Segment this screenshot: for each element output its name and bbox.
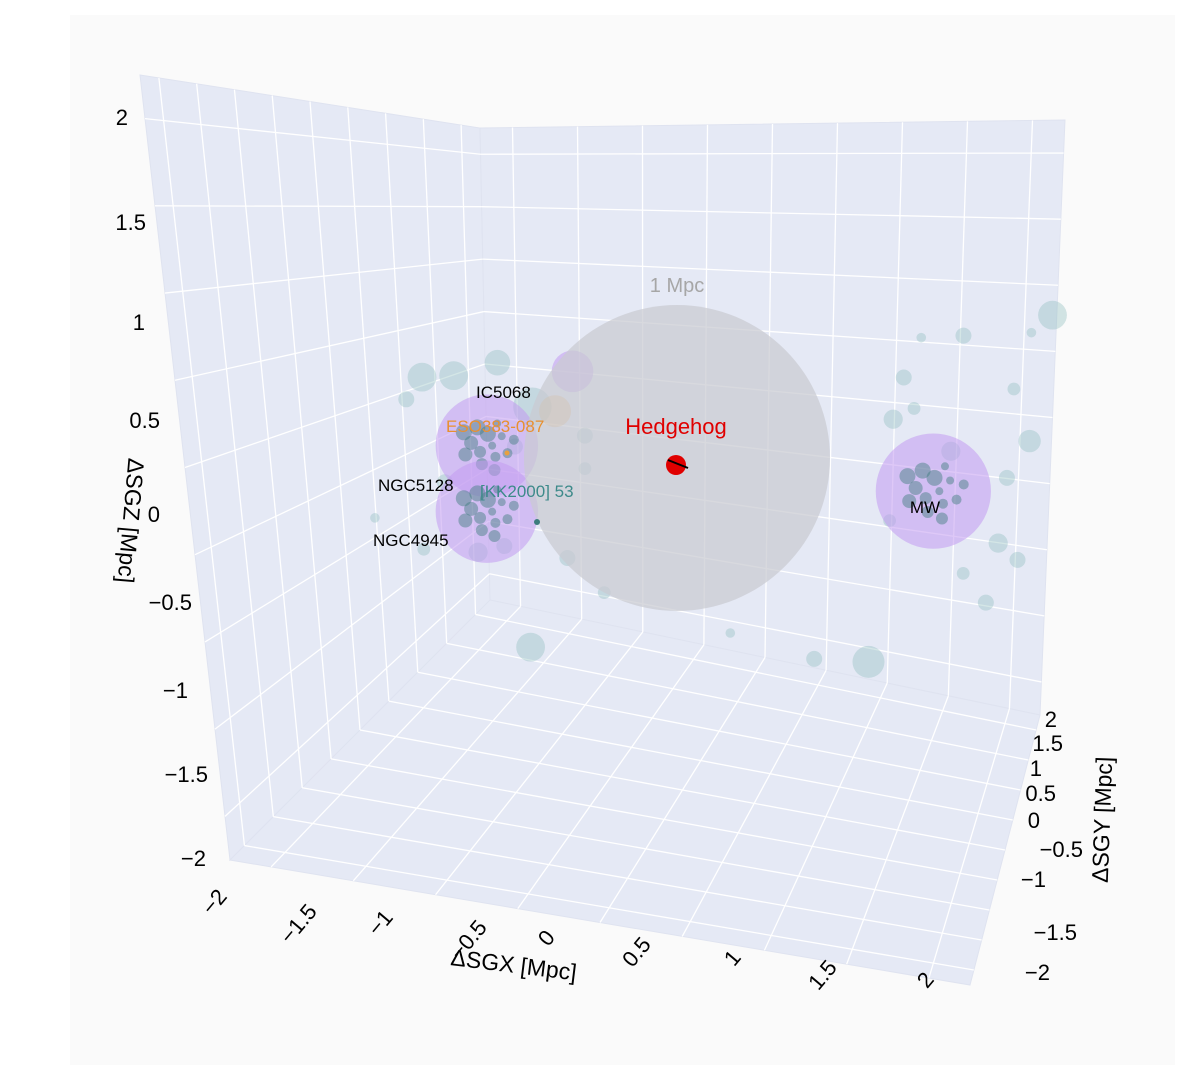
neighbour-galaxy bbox=[955, 328, 971, 344]
member-galaxy bbox=[456, 490, 472, 506]
z-tick-label: 1.5 bbox=[115, 210, 146, 235]
neighbour-galaxy bbox=[908, 402, 921, 415]
neighbour-galaxy bbox=[726, 628, 736, 638]
z-tick-label: −2 bbox=[181, 846, 206, 871]
neighbour-galaxy bbox=[485, 350, 511, 376]
z-tick-label: 0.5 bbox=[129, 408, 160, 433]
member-galaxy bbox=[488, 508, 496, 516]
eso383-label: ESO383-087 bbox=[446, 417, 544, 436]
member-galaxy bbox=[488, 530, 500, 542]
neighbour-galaxy bbox=[439, 361, 468, 390]
kk2000-label: [KK2000] 53 bbox=[480, 482, 574, 501]
y-tick-label: −0.5 bbox=[1040, 837, 1083, 862]
z-tick-label: −0.5 bbox=[149, 590, 192, 615]
neighbour-galaxy bbox=[1010, 552, 1026, 568]
member-galaxy bbox=[509, 501, 519, 511]
kk2000-point bbox=[534, 519, 540, 525]
neighbour-galaxy bbox=[957, 567, 970, 580]
member-galaxy bbox=[490, 452, 500, 462]
member-galaxy bbox=[941, 462, 949, 470]
hedgehog-label: Hedgehog bbox=[625, 414, 727, 439]
neighbour-galaxy bbox=[916, 333, 926, 343]
y-tick-label: 0.5 bbox=[1025, 781, 1056, 806]
y-tick-label: −1 bbox=[1021, 867, 1046, 892]
ic5068-label: IC5068 bbox=[476, 383, 531, 402]
y-axis-title: ΔSGY [Mpc] bbox=[1087, 756, 1117, 883]
member-galaxy bbox=[509, 435, 519, 445]
neighbour-galaxy bbox=[1038, 301, 1067, 330]
y-tick-label: 1 bbox=[1030, 756, 1042, 781]
member-galaxy bbox=[490, 518, 500, 528]
member-galaxy bbox=[946, 476, 954, 484]
ngc4945-label: NGC4945 bbox=[373, 531, 449, 550]
z-tick-label: −1 bbox=[163, 678, 188, 703]
member-galaxy bbox=[935, 487, 943, 495]
sphere-label: 1 Mpc bbox=[650, 275, 704, 297]
neighbour-galaxy bbox=[408, 363, 437, 392]
ngc5128-label: NGC5128 bbox=[378, 476, 454, 495]
y-tick-label: 2 bbox=[1045, 707, 1057, 732]
neighbour-galaxy bbox=[370, 513, 380, 523]
neighbour-galaxy bbox=[516, 633, 545, 662]
member-galaxy bbox=[959, 479, 969, 489]
neighbour-galaxy bbox=[1018, 430, 1040, 452]
z-tick-label: −1.5 bbox=[165, 762, 208, 787]
neighbour-galaxy bbox=[398, 391, 414, 407]
y-tick-label: 0 bbox=[1028, 808, 1040, 833]
member-galaxy bbox=[952, 495, 962, 505]
member-galaxy bbox=[476, 524, 488, 536]
neighbour-galaxy bbox=[1027, 328, 1037, 338]
neighbour-galaxy bbox=[999, 470, 1015, 486]
eso383-point bbox=[505, 451, 510, 456]
group-halo-mw bbox=[876, 434, 991, 549]
z-tick-label: 1 bbox=[133, 310, 145, 335]
neighbour-galaxy bbox=[989, 534, 1008, 553]
neighbour-galaxy bbox=[896, 370, 912, 386]
y-tick-label: −2 bbox=[1025, 960, 1050, 985]
member-galaxy bbox=[458, 514, 472, 528]
y-tick-label: 1.5 bbox=[1032, 731, 1063, 756]
member-galaxy bbox=[915, 463, 931, 479]
neighbour-galaxy bbox=[884, 410, 903, 429]
member-galaxy bbox=[502, 514, 512, 524]
neighbour-galaxy bbox=[853, 646, 885, 678]
neighbour-galaxy bbox=[1008, 383, 1021, 396]
member-galaxy bbox=[899, 468, 915, 484]
y-tick-label: −1.5 bbox=[1034, 920, 1077, 945]
member-galaxy bbox=[488, 442, 496, 450]
member-galaxy bbox=[458, 448, 472, 462]
neighbour-galaxy bbox=[978, 595, 994, 611]
z-tick-label: 0 bbox=[148, 502, 160, 527]
z-tick-label: 2 bbox=[116, 105, 128, 130]
mw-label: MW bbox=[910, 498, 940, 517]
neighbour-galaxy bbox=[806, 651, 822, 667]
